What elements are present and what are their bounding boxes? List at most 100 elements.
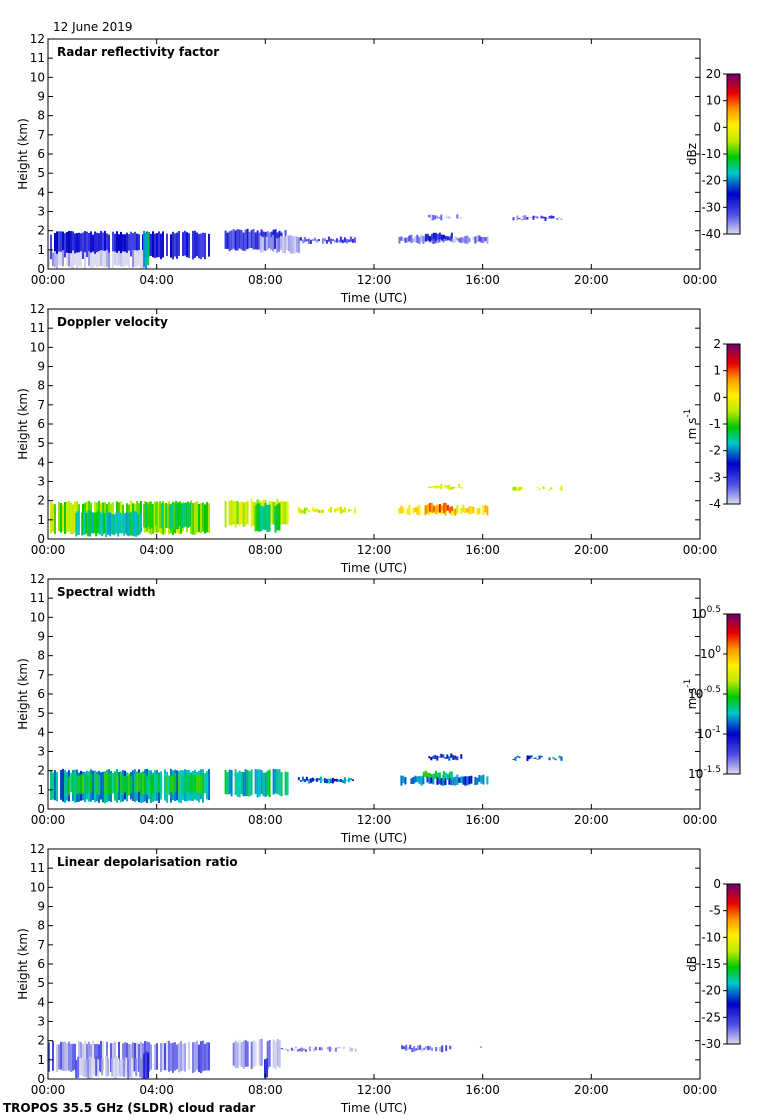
y-tick-label: 2 xyxy=(37,1034,45,1048)
data-cell xyxy=(198,774,201,793)
data-cell xyxy=(206,775,209,795)
x-tick-label: 08:00 xyxy=(248,1083,283,1097)
data-cell xyxy=(230,499,233,526)
data-cell xyxy=(552,216,555,219)
data-cell xyxy=(432,238,435,245)
data-cell xyxy=(196,1041,198,1070)
data-cell xyxy=(420,234,423,243)
data-cell xyxy=(176,770,178,801)
y-tick-label: 0 xyxy=(37,802,45,816)
data-cell xyxy=(62,768,64,802)
data-cell xyxy=(82,232,84,259)
data-cell xyxy=(164,1043,166,1071)
data-cell xyxy=(250,769,253,796)
data-cell xyxy=(234,501,237,528)
data-cell xyxy=(440,214,443,221)
colorbar-tick-label: 10 xyxy=(706,94,721,108)
y-tick-label: 2 xyxy=(37,494,45,508)
data-cell xyxy=(78,775,81,794)
data-cell xyxy=(208,769,210,801)
data-cell xyxy=(449,1045,452,1050)
data-cell xyxy=(321,779,324,781)
data-cell xyxy=(102,250,104,267)
y-tick-label: 7 xyxy=(37,938,45,952)
data-cell xyxy=(339,236,342,243)
data-cell xyxy=(130,776,133,793)
tick-base: 10 xyxy=(697,727,712,741)
data-cell xyxy=(313,779,316,781)
data-cell xyxy=(68,230,70,256)
colorbar-scale xyxy=(726,343,741,505)
y-tick-label: 3 xyxy=(37,475,45,489)
data-cell xyxy=(230,230,233,250)
data-cell xyxy=(118,234,120,259)
data-cell xyxy=(560,218,563,220)
data-cell xyxy=(261,237,264,253)
data-cell xyxy=(88,251,90,267)
y-axis-label: Height (km) xyxy=(16,388,30,459)
data-cell xyxy=(432,777,435,785)
data-cell xyxy=(160,233,162,260)
data-cell xyxy=(408,504,411,515)
data-cell xyxy=(482,236,485,244)
y-tick-label: 3 xyxy=(37,205,45,219)
data-cell xyxy=(68,253,70,267)
data-cell xyxy=(466,508,469,513)
data-cell xyxy=(400,505,403,514)
data-cell xyxy=(323,778,326,783)
y-tick-label: 5 xyxy=(37,976,45,990)
data-cell xyxy=(311,507,314,512)
data-cell xyxy=(94,774,97,793)
data-cell xyxy=(134,250,136,268)
data-cell xyxy=(260,770,263,795)
data-cell xyxy=(86,1043,88,1071)
data-cell xyxy=(64,775,67,795)
data-cell xyxy=(252,501,255,526)
data-cell xyxy=(228,769,231,795)
data-cell xyxy=(446,754,449,759)
data-cell xyxy=(132,233,134,258)
data-cell xyxy=(98,775,101,796)
tick-base: 10 xyxy=(700,647,715,661)
data-cell xyxy=(248,771,251,797)
data-cell xyxy=(198,504,200,533)
data-cell xyxy=(70,502,72,535)
data-cell xyxy=(121,514,124,534)
data-cell xyxy=(85,1059,88,1077)
data-cell xyxy=(126,252,128,266)
y-tick-label: 8 xyxy=(37,919,45,933)
data-cell xyxy=(204,773,207,794)
data-cell xyxy=(258,232,261,250)
data-cell xyxy=(190,773,193,795)
data-cell xyxy=(89,510,92,537)
y-tick-label: 8 xyxy=(37,379,45,393)
data-cell xyxy=(156,774,159,792)
data-cell xyxy=(270,500,273,524)
data-cell xyxy=(450,487,453,490)
data-cell xyxy=(250,1041,253,1069)
data-cell xyxy=(58,251,60,266)
data-cell xyxy=(145,1051,148,1079)
data-cell xyxy=(435,1047,438,1052)
data-cell xyxy=(143,1053,146,1079)
data-cell xyxy=(120,773,123,792)
y-tick-label: 12 xyxy=(30,302,45,316)
x-tick-label: 00:00 xyxy=(31,813,66,827)
data-cell xyxy=(258,769,261,797)
data-cell xyxy=(431,1047,434,1051)
data-cell xyxy=(420,776,423,786)
data-cell xyxy=(406,508,409,515)
y-tick-label: 2 xyxy=(37,764,45,778)
data-cell xyxy=(250,229,253,249)
data-cell xyxy=(470,506,473,514)
data-cell xyxy=(300,1047,303,1052)
data-cell xyxy=(64,1041,66,1071)
data-cell xyxy=(315,508,318,512)
y-tick-label: 4 xyxy=(37,185,45,199)
data-cell xyxy=(183,503,186,528)
panel-title: Spectral width xyxy=(57,585,156,599)
colorbar-tick-label: -30 xyxy=(701,1037,721,1051)
panel-title: Radar reflectivity factor xyxy=(57,45,219,59)
data-cell xyxy=(336,1047,339,1049)
data-cell xyxy=(444,772,447,779)
